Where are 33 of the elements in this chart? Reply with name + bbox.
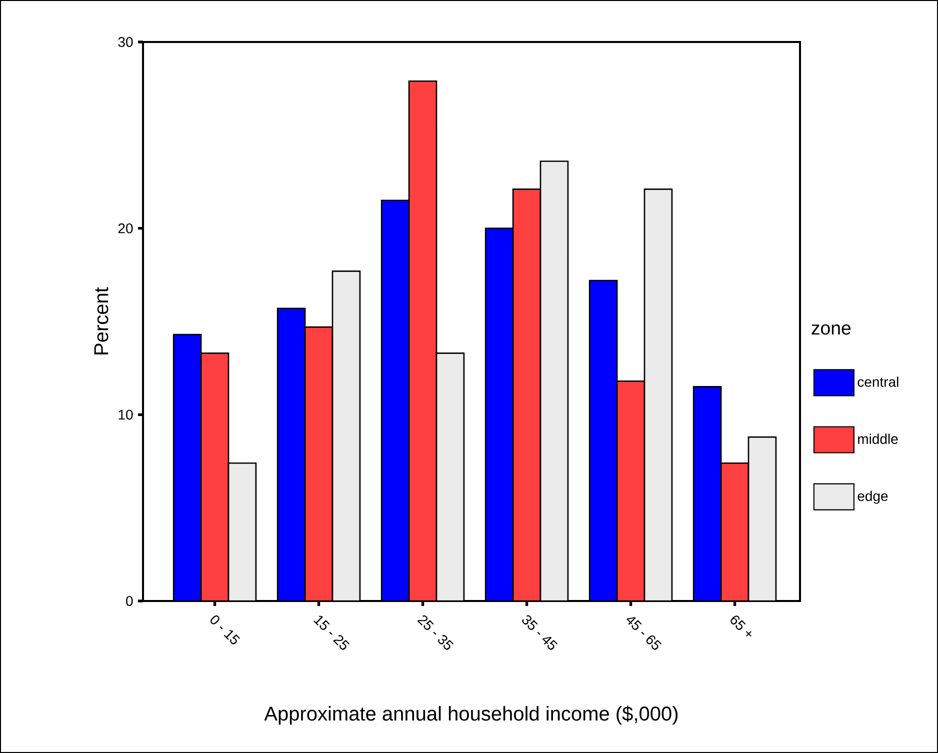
bar [692, 386, 722, 601]
bar [617, 381, 644, 601]
bar [332, 271, 360, 601]
x-axis-title: Approximate annual household income ($,000) [264, 706, 678, 725]
bar [305, 327, 332, 601]
x-tick-label: 45 - 65 [626, 617, 662, 650]
y-tick-label: 20 [118, 223, 133, 234]
bar [436, 353, 464, 601]
bar [201, 353, 228, 601]
bar [228, 463, 256, 601]
bar [748, 436, 777, 601]
x-tick-label: 15 - 25 [314, 616, 350, 650]
legend-label: central [858, 376, 898, 387]
legend-title: zone [812, 324, 851, 335]
bar [174, 334, 202, 601]
y-axis-title: Percent [94, 287, 108, 354]
legend-label: middle [858, 434, 898, 444]
bar [513, 189, 540, 601]
bar [486, 228, 514, 601]
bar [644, 189, 672, 601]
x-tick-label: 65 + [730, 616, 752, 637]
y-tick-label: 0 [126, 596, 133, 606]
bar [382, 200, 410, 601]
bar [409, 81, 436, 601]
x-tick-label: 0 - 15 [210, 615, 240, 644]
x-tick-label: 35 - 45 [522, 615, 558, 650]
legend-label: edge [858, 490, 888, 504]
y-tick-label: 10 [118, 410, 133, 420]
y-tick-label: 30 [118, 37, 133, 47]
x-tick-label: 25 - 35 [417, 615, 454, 650]
bar [540, 161, 568, 601]
bar [590, 280, 618, 601]
bar [278, 308, 306, 601]
